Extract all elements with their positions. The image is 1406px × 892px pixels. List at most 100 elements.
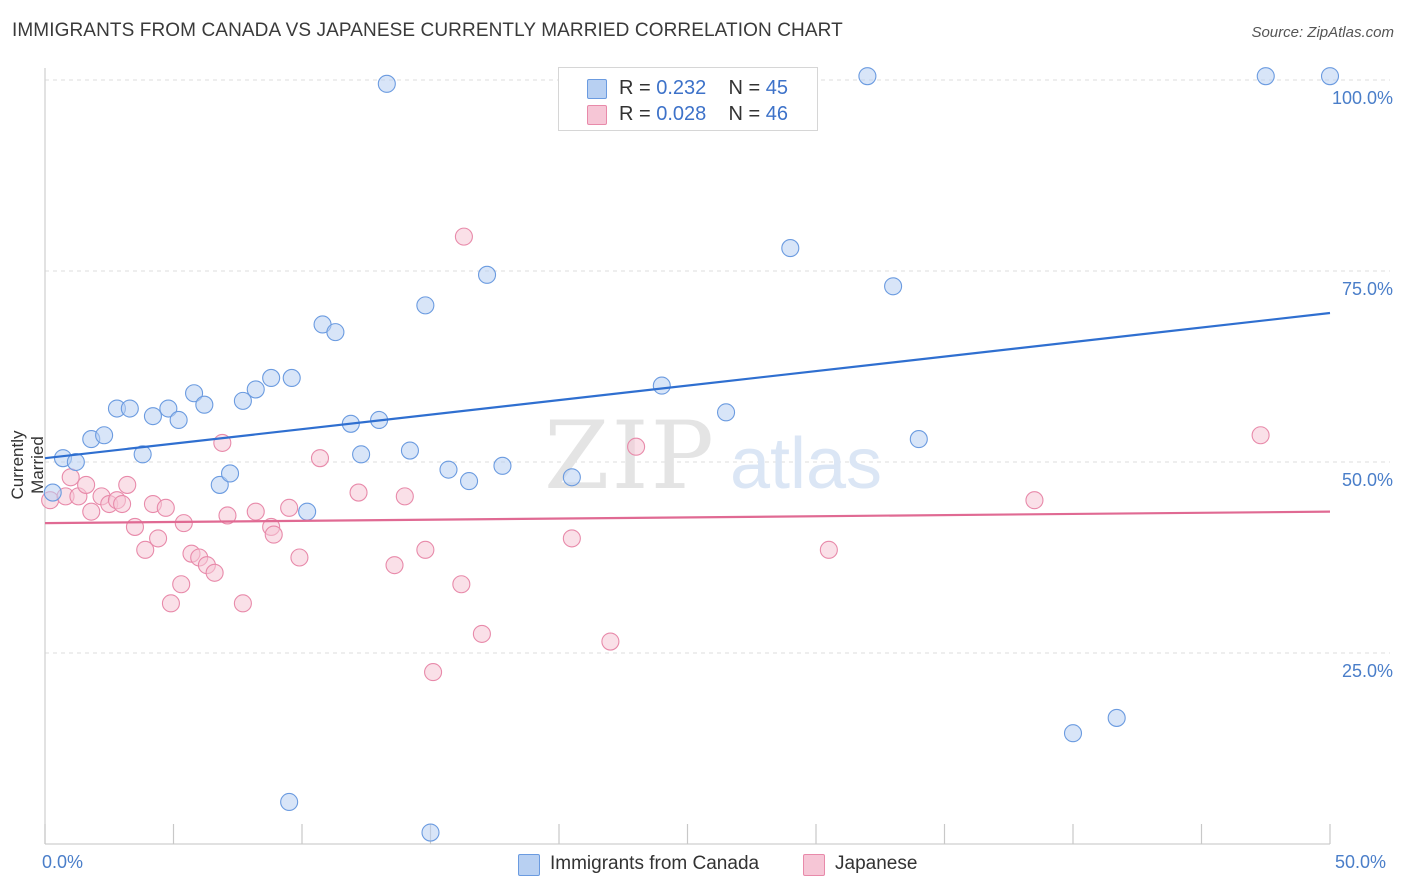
y-tick-label-75: 75.0% [1342, 279, 1393, 299]
point-canada [858, 67, 877, 86]
point-japanese [149, 529, 168, 548]
point-japanese [290, 548, 309, 567]
legend-r-label: R = [619, 103, 657, 125]
series-label-japanese: Japanese [835, 853, 918, 874]
legend-text-japanese: R = 0.028 N = 46 [619, 103, 788, 126]
point-canada [562, 468, 581, 487]
point-canada [352, 445, 371, 464]
point-canada [421, 823, 440, 842]
legend-n-label: N = [728, 77, 766, 99]
point-japanese [113, 494, 132, 514]
watermark-zip: ZIP [544, 402, 716, 511]
y-tick-label-25: 25.0% [1342, 661, 1393, 681]
point-canada [169, 410, 188, 430]
point-canada [220, 464, 240, 483]
watermark: ZIP atlas [544, 402, 882, 511]
point-canada [439, 460, 458, 479]
point-japanese [156, 498, 175, 517]
point-japanese [416, 540, 435, 559]
point-japanese [1251, 426, 1270, 445]
point-canada [195, 395, 214, 414]
legend-r-label: R = [619, 77, 657, 99]
point-japanese [246, 502, 265, 521]
point-japanese [174, 514, 193, 533]
point-japanese [819, 540, 838, 559]
point-canada [66, 452, 85, 472]
point-japanese [136, 540, 155, 559]
point-canada [477, 265, 497, 284]
x-tick-label-min: 0.0% [42, 852, 84, 872]
point-japanese [472, 624, 491, 643]
point-canada [143, 407, 162, 426]
y-tick-label-100: 100.0% [1332, 88, 1393, 108]
series-swatch-japanese [803, 854, 825, 876]
legend-swatch-canada [587, 79, 607, 99]
y-tick-labels: 25.0% 50.0% 75.0% 100.0% [1332, 88, 1393, 681]
legend-text-canada: R = 0.232 N = 45 [619, 77, 788, 100]
grid-lines [45, 79, 1390, 654]
point-japanese [118, 475, 137, 494]
point-canada [120, 399, 139, 418]
point-japanese [280, 498, 299, 517]
point-canada [43, 483, 62, 502]
point-japanese [77, 475, 96, 494]
point-canada [246, 380, 265, 399]
point-japanese [395, 487, 414, 506]
point-canada [282, 368, 301, 388]
point-canada [652, 376, 671, 395]
point-japanese [264, 525, 283, 544]
trend-layer [44, 311, 1331, 525]
point-japanese [627, 437, 646, 456]
series-label-canada: Immigrants from Canada [550, 853, 760, 874]
point-canada [400, 441, 419, 460]
point-japanese [454, 227, 473, 246]
point-japanese [1025, 491, 1044, 510]
point-canada [233, 391, 252, 410]
point-japanese [161, 594, 180, 613]
point-canada [909, 430, 928, 449]
point-canada [716, 403, 736, 422]
legend-swatch-japanese [587, 105, 607, 125]
legend-n-label: N = [728, 103, 766, 125]
legend-r-value: 0.232 [656, 77, 707, 99]
trend-line-japanese [44, 510, 1331, 525]
point-canada [1063, 724, 1083, 743]
point-japanese [61, 468, 80, 487]
point-canada [1256, 67, 1275, 86]
point-canada [280, 792, 299, 812]
source-credit: Source: ZipAtlas.com [1251, 24, 1394, 41]
point-japanese [310, 449, 330, 468]
legend-n-value: 45 [765, 77, 789, 99]
point-japanese [452, 575, 471, 594]
point-canada [781, 239, 800, 258]
point-japanese [82, 502, 101, 521]
point-canada [493, 456, 512, 475]
point-japanese [385, 556, 404, 575]
point-japanese [205, 563, 224, 582]
point-japanese [601, 632, 620, 651]
legend-r-value: 0.028 [656, 103, 707, 125]
point-japanese [125, 517, 144, 536]
point-canada [185, 384, 204, 403]
x-tick-label-max: 50.0% [1335, 852, 1387, 872]
point-japanese [218, 506, 237, 525]
legend-n-value: 46 [765, 103, 789, 125]
point-japanese [349, 483, 368, 502]
point-canada [326, 323, 345, 342]
point-canada [1320, 67, 1340, 86]
point-canada [377, 74, 396, 93]
point-japanese [424, 663, 443, 682]
point-canada [1107, 708, 1126, 727]
point-canada [95, 426, 114, 445]
stats-legend: R = 0.232 N = 45 R = 0.028 N = 46 [558, 67, 818, 131]
point-canada [159, 399, 178, 418]
trend-line-canada [44, 311, 1331, 460]
y-tick-label-50: 50.0% [1342, 470, 1393, 490]
point-canada [298, 502, 317, 521]
point-canada [262, 368, 281, 388]
point-japanese [233, 594, 252, 613]
series-swatch-canada [518, 854, 540, 876]
chart-title: IMMIGRANTS FROM CANADA VS JAPANESE CURRE… [12, 20, 843, 41]
point-canada [416, 296, 435, 315]
